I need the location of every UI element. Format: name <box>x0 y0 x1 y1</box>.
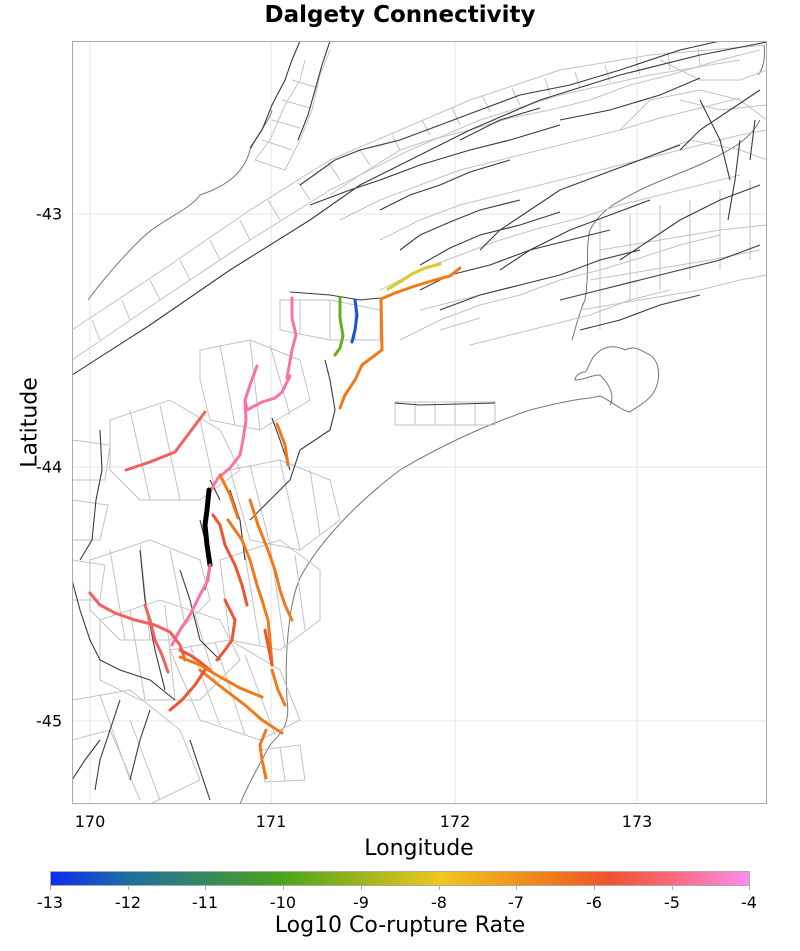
colorbar-tick: -12 <box>114 893 142 912</box>
colorbar-tick: -5 <box>664 893 680 912</box>
colorbar-tick: -4 <box>741 893 757 912</box>
orange-section-centre <box>338 297 384 410</box>
red-orange-section-e <box>263 628 274 667</box>
salmon-section <box>124 410 207 472</box>
colorbar-tick: -8 <box>431 893 447 912</box>
orange-section-b <box>218 473 240 520</box>
orange-section-f <box>198 668 284 735</box>
pink-section-1 <box>285 296 298 380</box>
colorbar <box>50 871 750 886</box>
green-section <box>333 296 345 357</box>
colorbar-tick: -11 <box>191 893 219 912</box>
dalgety-fault <box>202 487 213 568</box>
y-tick-minus-44: -44 <box>36 457 63 477</box>
colorbar-tick: -9 <box>353 893 369 912</box>
y-tick-minus-43: -43 <box>36 204 63 224</box>
orange-section-a <box>275 422 290 467</box>
red-orange-section-a <box>211 513 249 607</box>
fault-traces <box>73 42 766 801</box>
red-orange-section-b <box>215 598 237 662</box>
orange-section-c <box>226 518 274 667</box>
salmon-section-cross <box>143 603 170 674</box>
colorbar-label: Log10 Co-rupture Rate <box>274 913 526 938</box>
orange-section-d <box>248 498 294 622</box>
colorbar-tick: -13 <box>36 893 64 912</box>
pink-section-2 <box>243 364 292 413</box>
orange-section-h <box>258 728 268 780</box>
x-tick-171: 171 <box>255 812 287 831</box>
x-tick-170: 170 <box>74 812 106 831</box>
orange-section-e <box>178 655 264 699</box>
fault-subsections <box>73 44 766 803</box>
colorbar-tick: -7 <box>508 893 524 912</box>
chart-title: Dalgety Connectivity <box>264 2 536 28</box>
orange-section-g <box>270 668 287 707</box>
y-tick-minus-45: -45 <box>36 711 63 731</box>
red-orange-section-c <box>178 648 212 672</box>
pink-section-3 <box>210 398 248 490</box>
colorbar-tick: -10 <box>269 893 297 912</box>
y-axis-label: Latitude <box>17 377 43 468</box>
yellow-section <box>386 262 442 291</box>
orange-section-north <box>379 266 462 301</box>
pink-section-4 <box>170 563 212 647</box>
x-tick-173: 173 <box>621 812 653 831</box>
map-plot-area <box>72 41 767 804</box>
colorbar-tick: -6 <box>586 893 602 912</box>
salmon-section-south <box>88 591 187 662</box>
x-axis-label: Longitude <box>364 836 474 861</box>
blue-section <box>350 298 359 344</box>
corupture-sections <box>88 262 462 780</box>
fault-map <box>73 42 766 803</box>
x-tick-172: 172 <box>439 812 471 831</box>
red-orange-section-d <box>168 668 207 712</box>
